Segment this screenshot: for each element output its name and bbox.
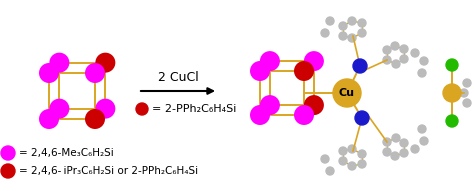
Circle shape bbox=[463, 79, 471, 87]
Circle shape bbox=[446, 115, 458, 127]
Circle shape bbox=[39, 63, 59, 83]
Circle shape bbox=[339, 32, 347, 40]
Circle shape bbox=[85, 63, 105, 83]
Circle shape bbox=[39, 109, 59, 129]
Circle shape bbox=[355, 111, 369, 125]
Circle shape bbox=[49, 53, 69, 73]
Circle shape bbox=[95, 53, 115, 73]
Circle shape bbox=[348, 34, 356, 42]
Circle shape bbox=[250, 61, 270, 81]
Circle shape bbox=[85, 109, 105, 129]
Circle shape bbox=[1, 164, 15, 178]
Circle shape bbox=[260, 95, 280, 115]
Circle shape bbox=[348, 162, 356, 170]
Circle shape bbox=[383, 138, 391, 146]
Circle shape bbox=[383, 148, 391, 156]
Text: = 2-PPh₂C₆H₄Si: = 2-PPh₂C₆H₄Si bbox=[152, 104, 237, 114]
Circle shape bbox=[260, 51, 280, 71]
Circle shape bbox=[418, 69, 426, 77]
Circle shape bbox=[392, 60, 400, 68]
Circle shape bbox=[391, 152, 399, 160]
Circle shape bbox=[326, 17, 334, 25]
Circle shape bbox=[420, 137, 428, 145]
Circle shape bbox=[339, 22, 347, 30]
Circle shape bbox=[348, 17, 356, 25]
Circle shape bbox=[136, 103, 148, 115]
Text: Cu: Cu bbox=[339, 88, 355, 98]
Circle shape bbox=[358, 19, 366, 27]
Circle shape bbox=[400, 149, 408, 157]
Circle shape bbox=[460, 89, 468, 97]
Circle shape bbox=[326, 167, 334, 175]
Circle shape bbox=[304, 51, 324, 71]
Circle shape bbox=[383, 56, 391, 64]
Circle shape bbox=[294, 105, 314, 125]
Circle shape bbox=[333, 79, 361, 107]
Text: = 2,4,6-Me₃C₆H₂Si: = 2,4,6-Me₃C₆H₂Si bbox=[19, 148, 114, 158]
Circle shape bbox=[400, 55, 408, 63]
Circle shape bbox=[463, 99, 471, 107]
Text: = 2,4,6- iPr₃C₆H₂Si or 2-PPh₂C₆H₄Si: = 2,4,6- iPr₃C₆H₂Si or 2-PPh₂C₆H₄Si bbox=[19, 166, 198, 176]
Circle shape bbox=[348, 145, 356, 153]
Circle shape bbox=[418, 125, 426, 133]
Circle shape bbox=[353, 59, 367, 73]
Circle shape bbox=[304, 95, 324, 115]
Circle shape bbox=[420, 57, 428, 65]
Circle shape bbox=[411, 145, 419, 153]
Circle shape bbox=[49, 99, 69, 119]
Circle shape bbox=[321, 155, 329, 163]
Circle shape bbox=[321, 29, 329, 37]
Circle shape bbox=[400, 139, 408, 147]
Circle shape bbox=[339, 147, 347, 155]
Circle shape bbox=[339, 157, 347, 165]
Circle shape bbox=[358, 160, 366, 168]
Circle shape bbox=[294, 61, 314, 81]
Circle shape bbox=[1, 146, 15, 160]
Circle shape bbox=[391, 42, 399, 50]
Circle shape bbox=[383, 46, 391, 54]
Circle shape bbox=[400, 45, 408, 53]
Circle shape bbox=[446, 59, 458, 71]
Circle shape bbox=[358, 150, 366, 158]
Circle shape bbox=[358, 29, 366, 37]
Circle shape bbox=[411, 49, 419, 57]
Circle shape bbox=[250, 105, 270, 125]
Circle shape bbox=[392, 134, 400, 142]
Text: 2 CuCl: 2 CuCl bbox=[158, 71, 199, 84]
Circle shape bbox=[443, 84, 461, 102]
Circle shape bbox=[95, 99, 115, 119]
